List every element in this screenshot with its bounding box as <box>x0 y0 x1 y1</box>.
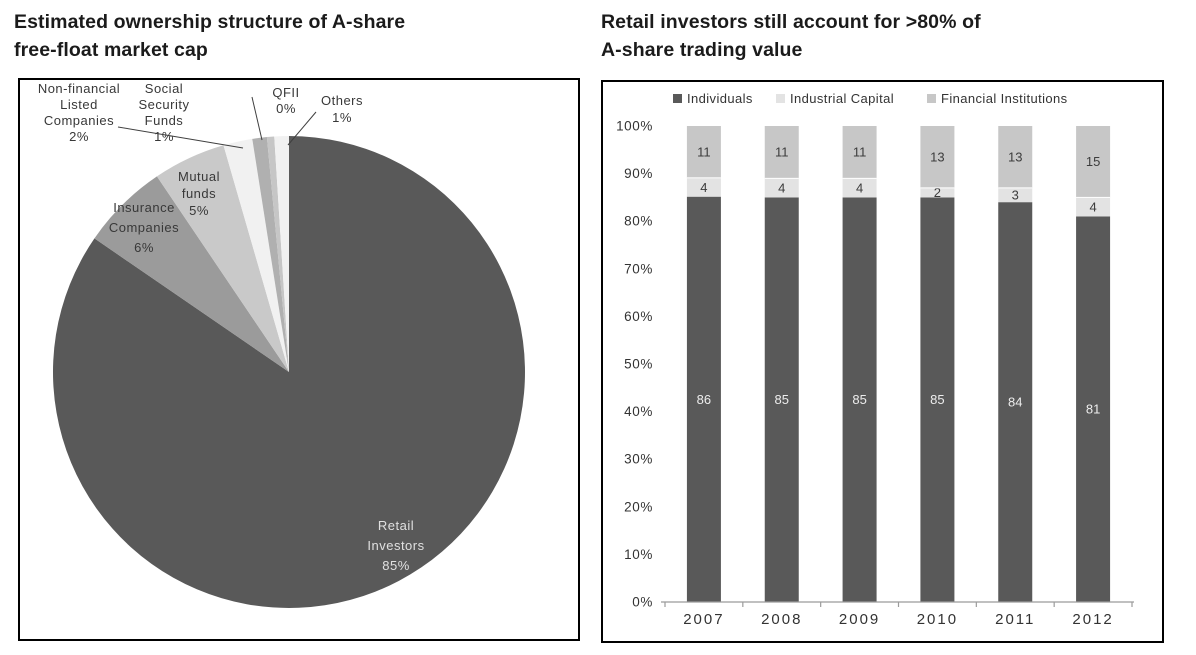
pie-slice-mutual-funds <box>156 145 289 372</box>
bar-segment-individuals-2007 <box>686 196 721 602</box>
bar-value-label: 15 <box>1086 154 1100 169</box>
y-axis-label-100%: 100% <box>616 119 653 134</box>
bar-value-label: 13 <box>930 149 944 164</box>
bar-segment-separator <box>842 177 877 179</box>
pie-slice-qfii <box>266 136 289 372</box>
x-axis-label-2009: 2009 <box>839 611 880 628</box>
pie-label-retail-investors: Retail Investors 85% <box>367 518 424 573</box>
bar-segment-individuals-2011 <box>998 202 1033 602</box>
y-axis-label-50%: 50% <box>624 357 653 372</box>
pie-leader-line <box>251 96 263 141</box>
bar-segment-separator <box>1076 196 1111 198</box>
y-axis-label-30%: 30% <box>624 452 653 467</box>
y-axis-label-90%: 90% <box>624 166 653 181</box>
bar-value-label: 85 <box>775 392 789 407</box>
bar-value-label: 86 <box>697 392 711 407</box>
bar-value-label: 4 <box>778 180 785 195</box>
y-axis-label-0%: 0% <box>632 595 653 610</box>
pie-label-qfii: QFII 0% <box>272 85 299 116</box>
bar-segment-industrial-capital-2011 <box>998 187 1033 203</box>
bar-segment-financial-institutions-2011 <box>998 126 1033 188</box>
bar-value-label: 85 <box>930 392 944 407</box>
bar-segment-individuals-2010 <box>920 197 955 602</box>
bar-segment-financial-institutions-2008 <box>764 126 799 179</box>
y-axis-label-40%: 40% <box>624 404 653 419</box>
bar-value-label: 4 <box>856 180 863 195</box>
pie-chart-title: Estimated ownership structure of A-share… <box>14 11 406 61</box>
y-axis-label-70%: 70% <box>624 261 653 276</box>
y-axis-label-80%: 80% <box>624 214 653 229</box>
bar-value-label: 11 <box>697 144 711 159</box>
x-axis-label-2008: 2008 <box>761 611 802 628</box>
bar-value-label: 85 <box>852 392 866 407</box>
bar-value-label: 13 <box>1008 149 1022 164</box>
x-axis-label-2010: 2010 <box>917 611 958 628</box>
bar-value-label: 81 <box>1086 402 1100 417</box>
bar-segment-financial-institutions-2007 <box>686 126 721 178</box>
x-axis-label-2011: 2011 <box>995 611 1035 628</box>
y-axis-label-20%: 20% <box>624 499 653 514</box>
bar-value-label: 11 <box>853 145 867 160</box>
pie-leader-line <box>287 111 317 146</box>
pie-slice-social-security-funds <box>252 137 289 372</box>
bar-segment-individuals-2012 <box>1076 216 1111 602</box>
bar-value-label: 3 <box>1012 188 1019 203</box>
bar-chart: Individuals Industrial Capital Financial I… <box>616 91 1134 628</box>
pie-label-insurance-companies: Insurance Companies 6% <box>109 200 179 255</box>
bar-segment-industrial-capital-2007 <box>686 177 721 197</box>
legend-label-industrial-capital: Industrial Capital <box>790 91 894 106</box>
bar-segment-separator <box>686 177 721 179</box>
pie-label-non-financial-listed-companies: Non-financial Listed Companies 2% <box>38 81 120 144</box>
legend-label-financial-institutions: Financial Institutions <box>941 91 1068 106</box>
bar-segment-financial-institutions-2012 <box>1076 126 1111 198</box>
pie-slice-insurance-companies <box>94 176 289 372</box>
pie-chart: Retail Investors 85% Insurance Companies 6%Mu… <box>38 81 525 608</box>
bar-segment-financial-institutions-2009 <box>842 126 877 179</box>
pie-label-social-security-funds: Social Security Funds 1% <box>139 81 190 144</box>
bar-value-label: 4 <box>1089 199 1096 214</box>
legend-swatch-industrial-capital <box>776 94 785 103</box>
bar-segment-individuals-2008 <box>764 197 799 602</box>
bar-segment-industrial-capital-2012 <box>1076 197 1111 217</box>
bar-segment-separator <box>998 187 1033 189</box>
pie-chart-box: Retail Investors 85% Insurance Companies 6% Mu… <box>18 78 580 641</box>
y-axis-label-60%: 60% <box>624 309 653 324</box>
bar-segment-industrial-capital-2009 <box>842 178 877 198</box>
bar-value-label: 4 <box>700 180 707 195</box>
legend-swatch-individuals <box>673 94 682 103</box>
bar-segment-industrial-capital-2010 <box>920 187 955 198</box>
pie-label-others: Others 1% <box>321 93 363 125</box>
pie-slice-non-financial-listed-companies <box>223 138 289 372</box>
bar-segment-separator <box>764 177 799 179</box>
bar-chart-box: Individuals Industrial Capital Financial I… <box>601 80 1164 643</box>
bar-segment-financial-institutions-2010 <box>920 126 955 188</box>
pie-slice-others <box>274 136 289 372</box>
x-axis-label-2007: 2007 <box>683 611 724 628</box>
y-axis-label-10%: 10% <box>624 547 653 562</box>
x-axis-label-2012: 2012 <box>1072 611 1113 628</box>
bar-value-label: 84 <box>1008 395 1022 410</box>
bar-value-label: 2 <box>934 185 941 200</box>
bar-segment-individuals-2009 <box>842 197 877 602</box>
bar-segment-industrial-capital-2008 <box>764 178 799 198</box>
bar-value-label: 11 <box>775 145 789 160</box>
legend-swatch-financial-institutions <box>927 94 936 103</box>
bar-chart-title: Retail investors still account for >80% … <box>601 11 981 61</box>
pie-slice-retail-investors <box>52 136 525 608</box>
pie-leader-line <box>117 126 244 149</box>
bar-segment-separator <box>920 187 955 189</box>
pie-label-mutual-funds: Mutual funds 5% <box>178 169 220 218</box>
legend-label-individuals: Individuals <box>687 91 753 106</box>
